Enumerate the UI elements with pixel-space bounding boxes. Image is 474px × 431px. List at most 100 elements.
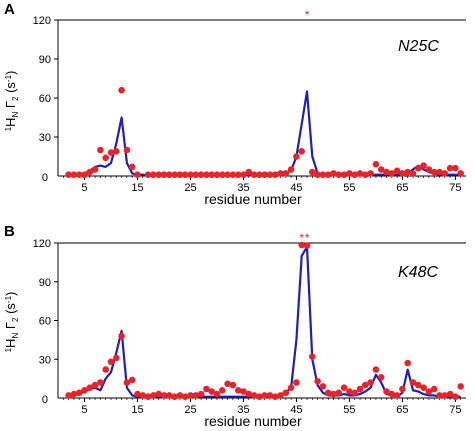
svg-text:1HN Γ2 (s-1): 1HN Γ2 (s-1) [3,292,20,353]
data-point-a [420,162,427,169]
data-point-a [176,171,184,178]
data-point-b [383,388,390,395]
data-point-a [134,171,141,178]
data-point-b [75,389,83,397]
panel-b: B K48C residue number 1HN Γ2 (s-1) 30 60 9… [3,223,466,429]
data-point-b [346,388,353,395]
data-point-a [123,146,131,154]
data-point-b [351,389,359,397]
panel-letter-a: A [4,1,15,18]
data-point-a [383,168,390,176]
data-point-a [192,171,200,178]
data-point-b [271,393,279,401]
data-point-a [330,170,337,177]
data-point-a [335,171,343,178]
y-axis-label-a: 1HN Γ2 (s-1) [3,71,20,132]
data-point-b [393,392,401,399]
data-point-b [91,381,99,389]
x-tick-label-b: 55 [343,404,355,416]
data-point-a [144,171,152,178]
data-point-b [224,380,231,388]
data-point-a [362,171,369,178]
data-point-b [282,389,290,397]
data-point-b [446,390,454,398]
data-point-b [102,366,109,373]
data-point-b [404,359,412,367]
data-point-a [208,171,215,178]
x-tick-label-a: 25 [184,182,196,194]
data-point-b [452,393,459,401]
data-point-a [436,168,443,176]
data-point-a [271,171,279,178]
mutant-label-b: K48C [398,264,438,281]
data-point-a [70,171,78,178]
data-point-a [314,171,321,178]
y-tick-label-b: 120 [33,238,51,250]
data-point-a [187,171,194,178]
data-point-a [324,171,332,178]
calc-line-a [68,90,461,178]
data-point-a [425,166,433,173]
x-tick-label-a: 75 [449,182,461,194]
data-point-b [425,388,433,395]
data-point-b [420,384,427,392]
data-point-b [319,383,327,390]
data-point-a [155,171,162,178]
data-point-a [181,171,189,178]
data-point-b [293,379,300,386]
data-point-b [229,381,237,389]
data-point-a [171,171,178,178]
plot-area-b: 30 60 90 120 0 5 15 25 35 45 55 65 75 * * [33,231,466,416]
data-point-a [81,171,88,178]
data-point-a [160,171,168,178]
origin-label-b: 0 [42,394,48,406]
y-tick-label-a: 90 [39,54,51,66]
x-tick-label-b: 45 [290,404,302,416]
data-point-a [97,146,104,154]
x-tick-label-b: 5 [81,404,87,416]
data-point-b [335,389,343,397]
data-point-b [113,354,120,362]
svg-text:1HN Γ2 (s-1): 1HN Γ2 (s-1) [3,71,20,132]
data-point-b [139,392,147,399]
data-point-b [160,392,168,399]
data-point-a [452,164,459,172]
data-point-a [240,171,247,178]
y-tick-label-a: 120 [33,15,51,27]
data-point-a [203,171,210,178]
data-point-a [150,171,157,178]
data-point-a [356,170,364,177]
x-tick-label-a: 55 [343,182,355,194]
data-point-a [351,171,359,178]
data-point-b [256,393,263,401]
data-point-a [388,170,396,177]
data-point-a [224,171,231,178]
data-point-b [219,387,226,394]
data-point-b [330,390,337,398]
data-point-b [86,384,94,392]
data-point-b [367,379,374,386]
data-point-a [377,166,385,173]
data-point-b [245,390,253,398]
y-axis-label-b: 1HN Γ2 (s-1) [3,292,20,353]
data-point-a [367,170,374,177]
data-point-a [430,168,438,176]
data-point-a [346,170,353,177]
data-point-a [404,168,412,176]
data-point-a [441,170,449,177]
data-point-a [298,148,306,155]
data-point-b [430,385,438,393]
data-point-b [128,376,136,384]
data-point-b [70,390,78,398]
data-point-b [399,385,406,393]
data-point-a [197,171,205,178]
mutant-label-a: N25C [398,38,439,55]
data-point-a [250,171,258,178]
data-point-a [415,164,422,172]
data-point-b [118,332,125,340]
x-tick-label-b: 65 [396,404,408,416]
data-point-b [203,385,210,393]
data-point-a [446,164,454,172]
data-point-a [319,171,327,178]
star-marker-a: * [305,8,310,22]
